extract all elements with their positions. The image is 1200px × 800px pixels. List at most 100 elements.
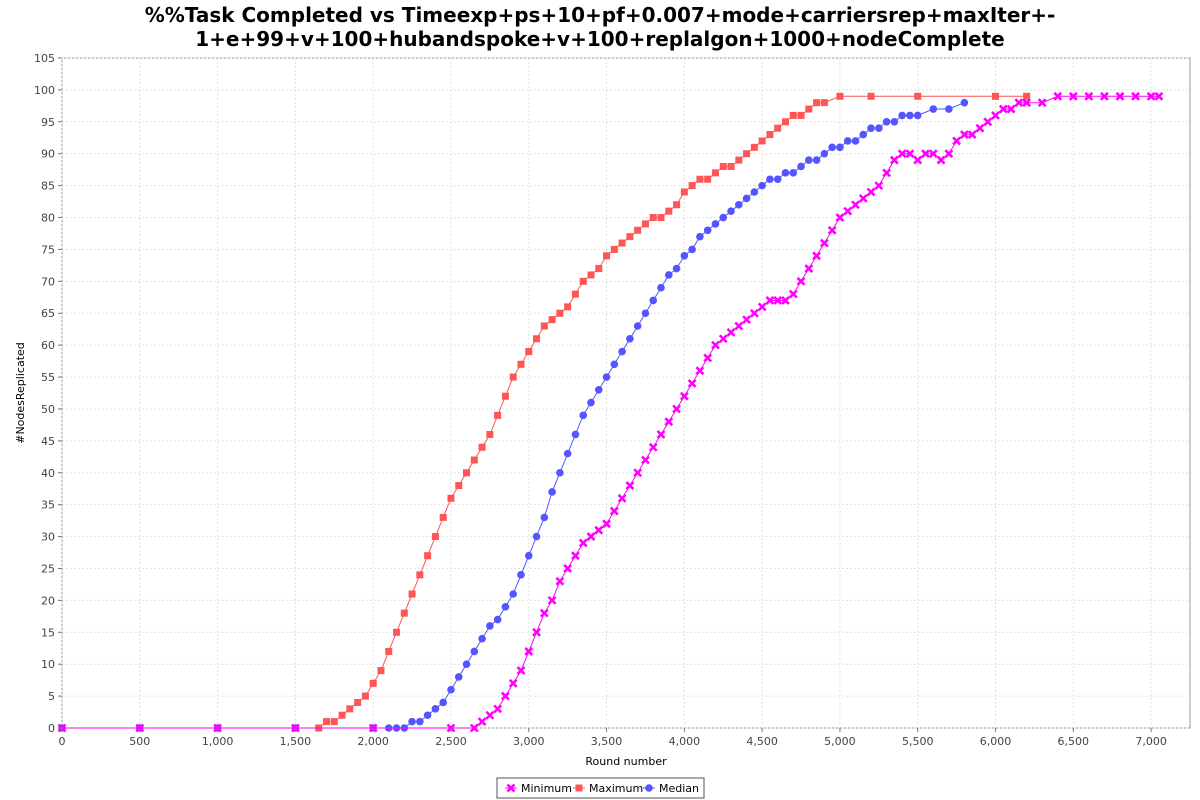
data-point-median: [579, 411, 588, 420]
data-point-maximum: [595, 265, 603, 273]
data-point-minimum: [928, 149, 938, 159]
data-point-maximum: [486, 430, 494, 438]
data-point-median: [711, 220, 720, 228]
data-point-maximum: [914, 92, 922, 100]
data-point-minimum: [493, 704, 503, 714]
data-point-minimum: [656, 430, 666, 439]
data-point-median: [875, 124, 883, 132]
data-point-maximum: [634, 226, 642, 234]
data-point-minimum: [874, 181, 884, 191]
data-point-median: [672, 264, 681, 273]
data-point-maximum: [431, 533, 439, 541]
data-point-median: [812, 156, 821, 164]
data-point-median: [758, 181, 766, 190]
data-point-median: [797, 162, 805, 171]
data-point-maximum: [354, 698, 362, 706]
data-point-median: [540, 513, 549, 522]
y-tick-label: 40: [41, 467, 55, 480]
data-point-minimum: [734, 321, 744, 331]
data-point-median: [781, 169, 790, 177]
data-point-median: [680, 252, 689, 260]
data-point-maximum: [533, 335, 541, 343]
data-point-minimum: [1068, 91, 1078, 101]
data-point-minimum: [539, 608, 549, 618]
data-point-maximum: [774, 124, 782, 132]
data-point-maximum: [665, 207, 673, 215]
y-tick-label: 80: [41, 212, 55, 225]
data-point-median: [882, 118, 891, 126]
data-point-maximum: [766, 131, 774, 139]
x-tick-label: 1,500: [280, 735, 312, 748]
x-tick-label: 0: [59, 735, 66, 748]
data-point-maximum: [579, 277, 587, 285]
data-point-median: [454, 673, 463, 681]
data-point-minimum: [617, 493, 627, 503]
data-point-maximum: [688, 182, 696, 190]
data-point-median: [626, 334, 634, 343]
data-point-median: [524, 551, 533, 560]
data-point-minimum: [788, 289, 798, 299]
data-point-minimum: [812, 251, 822, 261]
data-point-maximum: [540, 322, 548, 330]
data-point-median: [719, 213, 728, 222]
y-tick-label: 0: [48, 722, 55, 735]
data-point-median: [843, 137, 852, 145]
chart-title-line-1: %%Task Completed vs Timeexp+ps+10+pf+0.0…: [145, 3, 1056, 27]
data-point-maximum: [346, 705, 354, 713]
data-point-minimum: [1100, 91, 1109, 101]
data-point-minimum: [726, 327, 736, 337]
x-tick-label: 1,000: [202, 735, 234, 748]
data-point-median: [587, 398, 595, 407]
data-point-maximum: [587, 271, 595, 279]
data-point-maximum: [564, 303, 572, 311]
x-tick-label: 3,000: [513, 735, 545, 748]
y-tick-label: 50: [41, 403, 55, 416]
y-tick-label: 20: [41, 594, 55, 607]
legend-item-median: Median: [643, 782, 699, 795]
data-point-median: [462, 660, 471, 668]
data-point-minimum: [516, 666, 526, 675]
data-point-minimum: [921, 149, 930, 159]
x-tick-label: 2,000: [357, 735, 389, 748]
data-point-maximum: [719, 162, 727, 170]
data-point-maximum: [525, 348, 533, 356]
data-point-minimum: [827, 225, 837, 235]
data-point-minimum: [765, 296, 775, 305]
data-point-minimum: [959, 130, 969, 139]
data-point-minimum: [944, 149, 954, 159]
data-point-maximum: [680, 188, 688, 196]
data-point-maximum: [781, 118, 789, 126]
data-point-median: [641, 309, 650, 318]
data-point-maximum: [789, 111, 797, 119]
x-axis-label: Round number: [585, 755, 667, 768]
data-point-minimum: [757, 302, 767, 312]
data-point-minimum: [991, 111, 1000, 120]
data-point-maximum: [463, 469, 471, 477]
data-point-maximum: [1023, 92, 1031, 100]
x-axis-ticks: 0 500 1,000 1,500 2,000 2,500 3,000 3,500 4,000 4…: [59, 728, 1167, 748]
data-point-maximum: [408, 590, 416, 598]
data-point-median: [486, 622, 494, 630]
data-point-maximum: [750, 143, 758, 151]
data-point-maximum: [501, 392, 509, 400]
data-point-minimum: [555, 576, 565, 586]
data-point-minimum: [913, 155, 923, 165]
legend-label-maximum: Maximum: [589, 782, 643, 795]
data-point-maximum: [424, 552, 432, 560]
data-point-minimum: [889, 155, 899, 165]
data-point-minimum: [936, 155, 946, 165]
y-tick-label: 5: [48, 690, 55, 703]
data-point-maximum: [470, 456, 478, 464]
data-point-maximum: [711, 169, 719, 177]
y-tick-label: 35: [41, 499, 55, 512]
data-point-maximum: [641, 220, 649, 228]
data-point-minimum: [687, 379, 697, 388]
legend: Minimum Maximum Median: [496, 777, 705, 799]
data-point-maximum: [836, 92, 844, 100]
data-point-median: [610, 360, 619, 369]
data-point-median: [859, 130, 868, 139]
x-tick-label: 5,000: [824, 735, 856, 748]
legend-label-minimum: Minimum: [521, 782, 572, 795]
data-point-median: [851, 137, 860, 145]
data-point-maximum: [657, 214, 665, 222]
